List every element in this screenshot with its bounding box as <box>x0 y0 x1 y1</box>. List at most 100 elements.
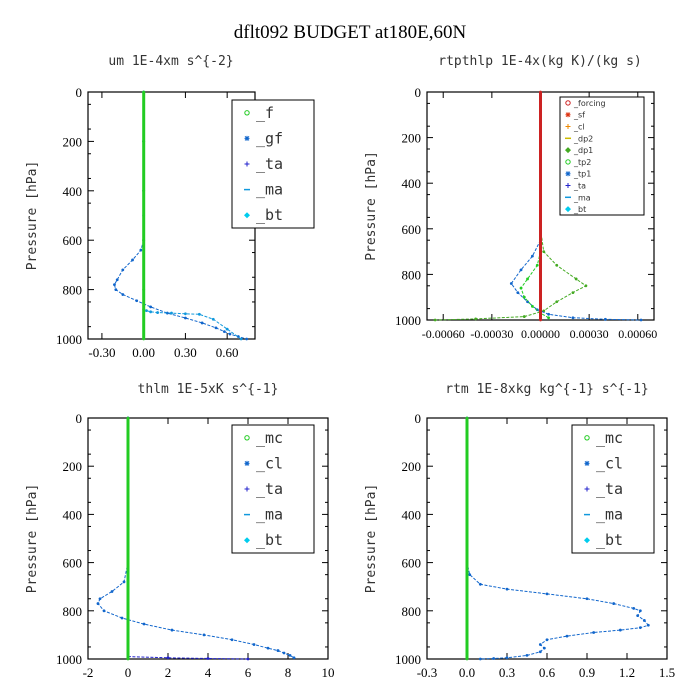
ytick-label-rtm-2: 400 <box>402 507 422 522</box>
point-rtm_cl <box>646 623 650 627</box>
point-rtpthlp_forcing <box>539 90 542 94</box>
point-rtpthlp_tp2 <box>547 316 551 320</box>
point-rtm_cl <box>545 638 549 642</box>
point-thlm_cl <box>282 651 286 655</box>
xtick-label-um-2: 0.30 <box>174 345 197 360</box>
point-rtm_cl <box>618 628 622 632</box>
point-um_ma <box>225 327 229 331</box>
xtick-label-rtm-2: 0.3 <box>499 665 515 680</box>
point-thlm_ta <box>206 657 210 660</box>
point-rtm_cl <box>525 653 529 657</box>
point-rtpthlp_dp1 <box>555 263 559 267</box>
point-rtpthlp_dp1 <box>584 284 588 288</box>
point-um_ma <box>149 310 153 314</box>
point-um_ma <box>145 309 148 312</box>
point-thlm_ta <box>166 656 170 660</box>
point-thlm_cl <box>102 609 106 613</box>
legend-marker-rtpthlp_dp1 <box>565 147 571 154</box>
point-um_gf <box>139 248 143 252</box>
xtick-label-rtm-1: 0.0 <box>459 665 475 680</box>
ytick-label-um-1: 200 <box>63 134 83 149</box>
legend-label-thlm_ta: _ta <box>256 480 283 498</box>
point-um_ma <box>156 311 159 314</box>
point-um_gf <box>222 330 226 333</box>
point-rtm_cl <box>632 606 636 610</box>
legend-label-rtm_cl: _cl <box>596 454 623 472</box>
point-rtm_cl <box>478 582 482 586</box>
point-thlm_ta <box>246 657 250 661</box>
ytick-label-um-4: 800 <box>63 283 83 298</box>
point-thlm_cl <box>96 602 100 605</box>
point-um_gf <box>121 293 125 296</box>
point-um_ma <box>170 311 173 315</box>
point-thlm_cl <box>120 616 124 620</box>
ylabel-rtm: Pressure [hPa] <box>364 484 379 594</box>
point-thlm_cl <box>266 646 270 650</box>
legend-box-rtpthlp <box>559 96 645 216</box>
legend-label-um_bt: _bt <box>256 206 283 224</box>
panel-title-um: um 1E-4xm s^{-2} <box>108 54 234 69</box>
point-um_gf <box>149 305 153 309</box>
legend-marker-rtm_cl <box>584 460 590 466</box>
point-rtm_cl <box>545 592 549 596</box>
point-um_f <box>142 238 146 242</box>
xtick-label-um-0: -0.30 <box>88 345 115 360</box>
legend-marker-rtm_mc <box>584 435 590 441</box>
ytick-label-rtpthlp-4: 800 <box>402 267 422 282</box>
legend-label-rtpthlp_ma: _ma <box>573 193 591 202</box>
ytick-label-rtpthlp-5: 1000 <box>395 313 421 328</box>
point-um_ma <box>197 312 201 316</box>
point-thlm_cl <box>292 656 296 660</box>
point-thlm_mc <box>126 416 130 420</box>
point-rtm_cl <box>565 634 569 638</box>
point-rtpthlp_dp1 <box>522 315 526 318</box>
point-thlm_cl <box>276 649 280 652</box>
point-rtpthlp_tp1 <box>519 268 523 272</box>
legend-marker-um_f <box>244 110 250 116</box>
ytick-label-rtm-0: 0 <box>415 411 422 426</box>
point-um_gf <box>245 337 249 341</box>
legend-marker-rtpthlp_bt <box>565 206 571 213</box>
point-thlm_mc <box>126 609 130 613</box>
point-rtpthlp_tp2 <box>526 277 529 281</box>
point-um_gf <box>114 288 118 291</box>
point-rtm_cl <box>505 587 509 591</box>
ylabel-rtpthlp: Pressure [hPa] <box>364 151 379 261</box>
point-um_gf <box>228 332 232 336</box>
point-rtm_cl <box>542 646 546 650</box>
point-um_gf <box>184 316 187 320</box>
ytick-label-rtm-4: 800 <box>402 604 422 619</box>
legend-label-thlm_bt: _bt <box>256 531 283 549</box>
point-rtpthlp_tp1 <box>571 316 575 320</box>
series-thlm_ta <box>127 418 249 660</box>
ytick-label-rtpthlp-3: 600 <box>402 222 422 237</box>
legend-label-rtpthlp_dp2: _dp2 <box>573 134 593 143</box>
xtick-label-rtm-5: 1.2 <box>619 665 635 680</box>
point-thlm_cl <box>230 638 234 642</box>
point-rtm_cl <box>538 650 542 654</box>
legend-marker-rtpthlp_tp2 <box>565 159 571 165</box>
point-um_gf <box>165 311 169 315</box>
legend-label-rtpthlp_dp1: _dp1 <box>573 146 593 155</box>
legend-label-rtpthlp_forcing: _forcing <box>573 99 606 108</box>
point-rtm_cl <box>642 619 646 622</box>
point-um_f <box>142 140 146 143</box>
point-rtpthlp_tp1 <box>516 291 520 295</box>
xtick-label-thlm-5: 8 <box>285 665 292 680</box>
point-rtpthlp_dp1 <box>555 300 559 304</box>
legend-label-thlm_mc: _mc <box>256 429 283 447</box>
point-rtpthlp_tp1 <box>639 318 643 322</box>
legend-marker-um_ta <box>244 161 250 167</box>
ytick-label-thlm-4: 800 <box>63 604 83 619</box>
ylabel-um: Pressure [hPa] <box>25 161 40 271</box>
point-rtpthlp_tp2 <box>519 286 523 290</box>
ytick-label-um-5: 1000 <box>56 332 82 347</box>
legend-label-rtpthlp_tp2: _tp2 <box>573 158 591 167</box>
xtick-label-thlm-2: 2 <box>165 665 172 680</box>
ytick-label-rtm-1: 200 <box>402 459 422 474</box>
point-um_ma <box>184 312 187 316</box>
point-rtpthlp_tp1 <box>509 282 513 285</box>
point-thlm_mc <box>126 513 130 516</box>
series-um_gf <box>113 92 247 340</box>
point-um_f <box>142 288 146 291</box>
